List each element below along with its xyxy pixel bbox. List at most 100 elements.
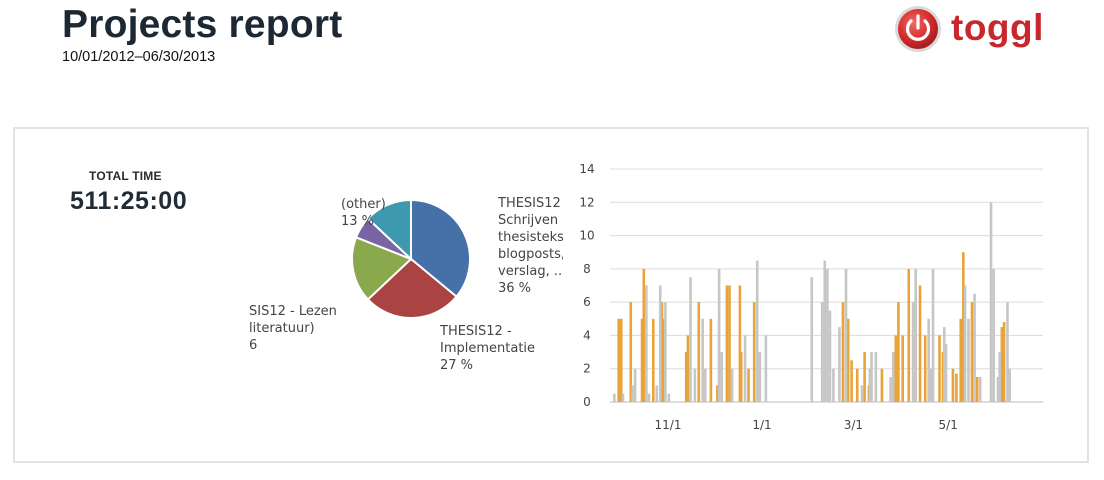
bar[interactable] <box>730 368 734 402</box>
bar[interactable] <box>860 385 864 402</box>
bar[interactable] <box>955 373 958 402</box>
bar[interactable] <box>944 343 948 402</box>
bar[interactable] <box>880 368 884 402</box>
bar[interactable] <box>655 385 659 402</box>
bar[interactable] <box>870 352 873 402</box>
bar[interactable] <box>992 268 995 402</box>
bar[interactable] <box>703 368 707 402</box>
bar[interactable] <box>868 368 872 402</box>
bar[interactable] <box>684 352 688 402</box>
bar[interactable] <box>973 293 976 402</box>
pie-slice[interactable] <box>366 198 412 262</box>
bar[interactable] <box>652 318 655 402</box>
bar[interactable] <box>738 285 742 403</box>
bar[interactable] <box>891 352 895 402</box>
bar[interactable] <box>894 335 898 402</box>
bar[interactable] <box>697 302 701 402</box>
bar[interactable] <box>716 385 719 402</box>
bar[interactable] <box>846 318 850 402</box>
bar[interactable] <box>725 285 729 403</box>
pie-slice[interactable] <box>366 257 458 319</box>
bar[interactable] <box>841 302 845 402</box>
bar[interactable] <box>658 285 662 403</box>
bar[interactable] <box>889 377 892 402</box>
bar[interactable] <box>855 368 859 402</box>
bar[interactable] <box>755 260 759 402</box>
bar[interactable] <box>929 368 933 402</box>
bar[interactable] <box>619 318 623 402</box>
bar[interactable] <box>1000 327 1004 402</box>
bar[interactable] <box>938 335 941 402</box>
bar[interactable] <box>1002 322 1006 402</box>
bar[interactable] <box>662 318 665 402</box>
bar[interactable] <box>645 285 648 403</box>
x-tick-label: 11/1 <box>655 418 682 432</box>
bar[interactable] <box>1008 368 1011 402</box>
bar[interactable] <box>907 268 911 402</box>
bar[interactable] <box>764 335 768 402</box>
bar[interactable] <box>633 368 637 402</box>
bar[interactable] <box>709 318 713 402</box>
bar[interactable] <box>963 285 967 403</box>
bar[interactable] <box>931 268 935 402</box>
bar[interactable] <box>951 368 955 402</box>
bar[interactable] <box>918 285 922 403</box>
bar[interactable] <box>978 377 982 402</box>
y-tick-label: 10 <box>579 229 594 243</box>
bar[interactable] <box>962 252 965 402</box>
bar[interactable] <box>720 352 724 402</box>
bar[interactable] <box>693 368 697 402</box>
bar[interactable] <box>923 335 927 402</box>
bar[interactable] <box>914 268 917 402</box>
bar[interactable] <box>743 335 747 402</box>
bar[interactable] <box>828 310 832 402</box>
bar[interactable] <box>739 352 743 402</box>
bar[interactable] <box>941 352 945 402</box>
bar[interactable] <box>823 260 827 402</box>
bar[interactable] <box>752 302 756 402</box>
bar[interactable] <box>642 268 646 402</box>
bar[interactable] <box>621 393 625 402</box>
bar[interactable] <box>942 327 946 402</box>
bar[interactable] <box>970 302 974 402</box>
bar[interactable] <box>832 368 835 402</box>
bar[interactable] <box>686 335 690 402</box>
bar[interactable] <box>874 352 878 402</box>
bar[interactable] <box>850 360 853 402</box>
bar[interactable] <box>660 302 664 402</box>
bar[interactable] <box>826 268 829 402</box>
bar[interactable] <box>617 318 620 402</box>
bar[interactable] <box>1006 302 1009 402</box>
bar[interactable] <box>747 368 750 402</box>
bar[interactable] <box>844 268 848 402</box>
bar[interactable] <box>667 393 671 402</box>
bar[interactable] <box>758 352 762 402</box>
bar[interactable] <box>989 202 993 402</box>
bar[interactable] <box>975 377 979 402</box>
pie-slice[interactable] <box>410 198 471 299</box>
bar[interactable] <box>647 393 651 402</box>
bar[interactable] <box>863 352 866 402</box>
bar[interactable] <box>664 302 667 402</box>
bar[interactable] <box>728 285 731 403</box>
bar[interactable] <box>967 318 970 402</box>
bar[interactable] <box>701 318 704 402</box>
bar[interactable] <box>927 318 930 402</box>
bar[interactable] <box>640 318 644 402</box>
bar[interactable] <box>689 277 692 402</box>
bar[interactable] <box>911 302 915 402</box>
bar[interactable] <box>998 352 1001 402</box>
bar[interactable] <box>996 377 1000 402</box>
bar[interactable] <box>629 302 633 402</box>
pie-slice[interactable] <box>351 235 413 301</box>
bar[interactable] <box>897 302 900 402</box>
bar[interactable] <box>838 327 841 402</box>
bar[interactable] <box>820 302 824 402</box>
bar[interactable] <box>901 335 905 402</box>
bar[interactable] <box>959 318 963 402</box>
bar[interactable] <box>631 385 634 402</box>
bar[interactable] <box>717 268 721 402</box>
bar[interactable] <box>613 393 616 402</box>
bar[interactable] <box>810 277 814 402</box>
toggl-logo[interactable]: toggl <box>893 4 1053 54</box>
